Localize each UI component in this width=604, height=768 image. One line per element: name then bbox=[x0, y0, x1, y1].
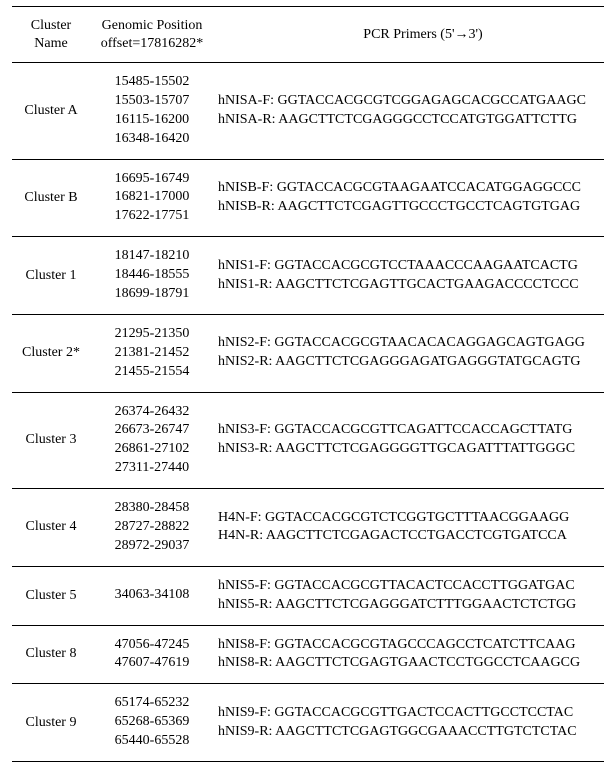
pcr-primer-sequence: hNIS1-R: AAGCTTCTCGAGTTGCACTGAAGACCCCTCC… bbox=[218, 276, 604, 295]
genomic-position-value: 18147-18210 bbox=[98, 247, 206, 266]
pcr-primer-sequence: hNIS5-F: GGTACCACGCGTTACACTCCACCTTGGATGA… bbox=[218, 577, 604, 596]
cluster-name-cell: Cluster 8 bbox=[12, 625, 90, 684]
table-row: Cluster 428380-2845828727-2882228972-290… bbox=[12, 489, 604, 567]
pcr-primer-sequence: hNISB-R: AAGCTTCTCGAGTTGCCCTGCCTCAGTGTGA… bbox=[218, 198, 604, 217]
pcr-primer-sequence: hNIS3-F: GGTACCACGCGTTCAGATTCCACCAGCTTAT… bbox=[218, 421, 604, 440]
pcr-primers-cell: hNIS8-F: GGTACCACGCGTAGCCCAGCCTCATCTTCAA… bbox=[214, 625, 604, 684]
pcr-primer-sequence: hNIS9-R: AAGCTTCTCGAGTGGCGAAACCTTGTCTCTA… bbox=[218, 723, 604, 742]
pcr-primer-sequence: hNISB-F: GGTACCACGCGTAAGAATCCACATGGAGGCC… bbox=[218, 179, 604, 198]
col-header-position-line2: offset=17816282* bbox=[98, 35, 206, 53]
table-body: Cluster A15485-1550215503-1570716115-162… bbox=[12, 63, 604, 762]
genomic-position-value: 16821-17000 bbox=[98, 188, 206, 207]
genomic-position-value: 47607-47619 bbox=[98, 654, 206, 673]
genomic-position-value: 16115-16200 bbox=[98, 111, 206, 130]
genomic-position-value: 15503-15707 bbox=[98, 92, 206, 111]
pcr-primer-sequence: hNIS2-R: AAGCTTCTCGAGGGAGATGAGGGTATGCAGT… bbox=[218, 353, 604, 372]
col-header-primers: PCR Primers (5'→3') bbox=[214, 7, 604, 63]
genomic-position-value: 21381-21452 bbox=[98, 344, 206, 363]
table-header-row: Cluster Name Genomic Position offset=178… bbox=[12, 7, 604, 63]
genomic-position-value: 21295-21350 bbox=[98, 325, 206, 344]
genomic-position-value: 65440-65528 bbox=[98, 732, 206, 751]
genomic-position-cell: 26374-2643226673-2674726861-2710227311-2… bbox=[90, 392, 214, 489]
pcr-primer-sequence: hNIS8-F: GGTACCACGCGTAGCCCAGCCTCATCTTCAA… bbox=[218, 636, 604, 655]
genomic-position-value: 17622-17751 bbox=[98, 207, 206, 226]
primer-table: Cluster Name Genomic Position offset=178… bbox=[12, 6, 604, 762]
table-row: Cluster 118147-1821018446-1855518699-187… bbox=[12, 237, 604, 315]
table-row: Cluster 326374-2643226673-2674726861-271… bbox=[12, 392, 604, 489]
table-row: Cluster 847056-4724547607-47619hNIS8-F: … bbox=[12, 625, 604, 684]
genomic-position-value: 34063-34108 bbox=[98, 586, 206, 605]
cluster-name-cell: Cluster 2* bbox=[12, 314, 90, 392]
pcr-primer-sequence: hNISA-F: GGTACCACGCGTCGGAGAGCACGCCATGAAG… bbox=[218, 92, 604, 111]
genomic-position-cell: 28380-2845828727-2882228972-29037 bbox=[90, 489, 214, 567]
col-header-cluster: Cluster Name bbox=[12, 7, 90, 63]
genomic-position-cell: 65174-6523265268-6536965440-65528 bbox=[90, 684, 214, 762]
pcr-primer-sequence: hNIS3-R: AAGCTTCTCGAGGGGTTGCAGATTTATTGGG… bbox=[218, 440, 604, 459]
genomic-position-value: 28380-28458 bbox=[98, 499, 206, 518]
table-row: Cluster 965174-6523265268-6536965440-655… bbox=[12, 684, 604, 762]
genomic-position-value: 26374-26432 bbox=[98, 403, 206, 422]
pcr-primers-cell: hNISB-F: GGTACCACGCGTAAGAATCCACATGGAGGCC… bbox=[214, 159, 604, 237]
cluster-name-cell: Cluster 1 bbox=[12, 237, 90, 315]
pcr-primer-sequence: hNISA-R: AAGCTTCTCGAGGGCCTCCATGTGGATTCTT… bbox=[218, 111, 604, 130]
genomic-position-value: 28727-28822 bbox=[98, 518, 206, 537]
genomic-position-value: 28972-29037 bbox=[98, 537, 206, 556]
genomic-position-cell: 47056-4724547607-47619 bbox=[90, 625, 214, 684]
cluster-name-cell: Cluster A bbox=[12, 63, 90, 160]
pcr-primer-sequence: H4N-F: GGTACCACGCGTCTCGGTGCTTTAACGGAAGG bbox=[218, 509, 604, 528]
cluster-name-cell: Cluster 4 bbox=[12, 489, 90, 567]
genomic-position-cell: 16695-1674916821-1700017622-17751 bbox=[90, 159, 214, 237]
genomic-position-value: 18446-18555 bbox=[98, 266, 206, 285]
genomic-position-value: 15485-15502 bbox=[98, 73, 206, 92]
genomic-position-value: 26861-27102 bbox=[98, 440, 206, 459]
pcr-primer-sequence: hNIS2-F: GGTACCACGCGTAACACACAGGAGCAGTGAG… bbox=[218, 334, 604, 353]
genomic-position-value: 47056-47245 bbox=[98, 636, 206, 655]
table-row: Cluster B16695-1674916821-1700017622-177… bbox=[12, 159, 604, 237]
genomic-position-cell: 15485-1550215503-1570716115-1620016348-1… bbox=[90, 63, 214, 160]
col-header-position-line1: Genomic Position bbox=[98, 17, 206, 35]
genomic-position-value: 27311-27440 bbox=[98, 459, 206, 478]
pcr-primers-cell: hNISA-F: GGTACCACGCGTCGGAGAGCACGCCATGAAG… bbox=[214, 63, 604, 160]
table-row: Cluster 5 34063-34108 hNIS5-F: GGTACCACGCG… bbox=[12, 566, 604, 625]
genomic-position-value: 65174-65232 bbox=[98, 694, 206, 713]
pcr-primers-cell: hNIS2-F: GGTACCACGCGTAACACACAGGAGCAGTGAG… bbox=[214, 314, 604, 392]
genomic-position-cell: 34063-34108 bbox=[90, 566, 214, 625]
genomic-position-cell: 18147-1821018446-1855518699-18791 bbox=[90, 237, 214, 315]
pcr-primer-sequence: hNIS5-R: AAGCTTCTCGAGGGATCTTTGGAACTCTCTG… bbox=[218, 596, 604, 615]
table-row: Cluster 2*21295-2135021381-2145221455-21… bbox=[12, 314, 604, 392]
genomic-position-value: 65268-65369 bbox=[98, 713, 206, 732]
cluster-name-cell: Cluster B bbox=[12, 159, 90, 237]
genomic-position-value: 16695-16749 bbox=[98, 170, 206, 189]
pcr-primers-cell: hNIS3-F: GGTACCACGCGTTCAGATTCCACCAGCTTAT… bbox=[214, 392, 604, 489]
pcr-primers-cell: hNIS5-F: GGTACCACGCGTTACACTCCACCTTGGATGA… bbox=[214, 566, 604, 625]
col-header-primers-text: PCR Primers (5'→3') bbox=[363, 27, 482, 42]
pcr-primer-sequence: H4N-R: AAGCTTCTCGAGACTCCTGACCTCGTGATCCA bbox=[218, 527, 604, 546]
pcr-primers-cell: hNIS1-F: GGTACCACGCGTCCTAAACCCAAGAATCACT… bbox=[214, 237, 604, 315]
cluster-name-cell: Cluster 9 bbox=[12, 684, 90, 762]
col-header-position: Genomic Position offset=17816282* bbox=[90, 7, 214, 63]
cluster-name-cell: Cluster 5 bbox=[12, 566, 90, 625]
genomic-position-value: 26673-26747 bbox=[98, 421, 206, 440]
pcr-primers-cell: hNIS9-F: GGTACCACGCGTTGACTCCACTTGCCTCCTA… bbox=[214, 684, 604, 762]
pcr-primer-sequence: hNIS8-R: AAGCTTCTCGAGTGAACTCCTGGCCTCAAGC… bbox=[218, 654, 604, 673]
pcr-primers-cell: H4N-F: GGTACCACGCGTCTCGGTGCTTTAACGGAAGGH… bbox=[214, 489, 604, 567]
pcr-primer-sequence: hNIS9-F: GGTACCACGCGTTGACTCCACTTGCCTCCTA… bbox=[218, 704, 604, 723]
genomic-position-value: 16348-16420 bbox=[98, 130, 206, 149]
genomic-position-value: 18699-18791 bbox=[98, 285, 206, 304]
genomic-position-cell: 21295-2135021381-2145221455-21554 bbox=[90, 314, 214, 392]
genomic-position-value: 21455-21554 bbox=[98, 363, 206, 382]
col-header-cluster-line1: Cluster bbox=[20, 17, 82, 35]
col-header-cluster-line2: Name bbox=[20, 35, 82, 53]
pcr-primer-sequence: hNIS1-F: GGTACCACGCGTCCTAAACCCAAGAATCACT… bbox=[218, 257, 604, 276]
table-row: Cluster A15485-1550215503-1570716115-162… bbox=[12, 63, 604, 160]
primer-table-container: Cluster Name Genomic Position offset=178… bbox=[0, 0, 604, 768]
cluster-name-cell: Cluster 3 bbox=[12, 392, 90, 489]
